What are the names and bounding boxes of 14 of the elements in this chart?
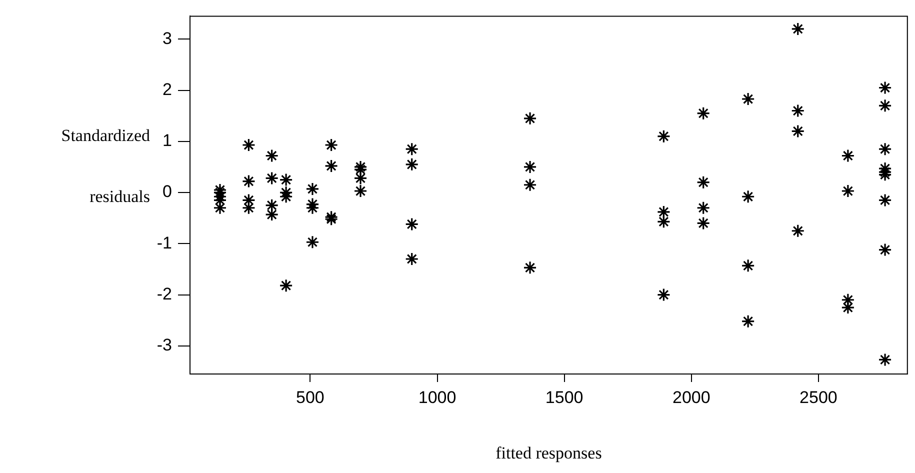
text: Standardized residuals <box>61 126 150 206</box>
y-tick-label: -2 <box>156 284 172 304</box>
y-tick-label: 3 <box>162 28 172 48</box>
x-tick-label: 1500 <box>545 388 584 407</box>
x-tick-label: 1000 <box>418 388 456 407</box>
x-axis-title: fitted responses <box>496 443 602 462</box>
x-tick-label: 2500 <box>800 388 838 407</box>
y-tick-label: -3 <box>156 336 172 355</box>
y-tick-label: -1 <box>156 233 172 252</box>
x-tick-label: 2000 <box>672 388 710 407</box>
y-tick-label: 1 <box>162 131 172 150</box>
y-tick-label: 2 <box>162 80 172 100</box>
x-tick-label: 500 <box>296 388 324 407</box>
y-tick-label: 0 <box>162 182 172 202</box>
